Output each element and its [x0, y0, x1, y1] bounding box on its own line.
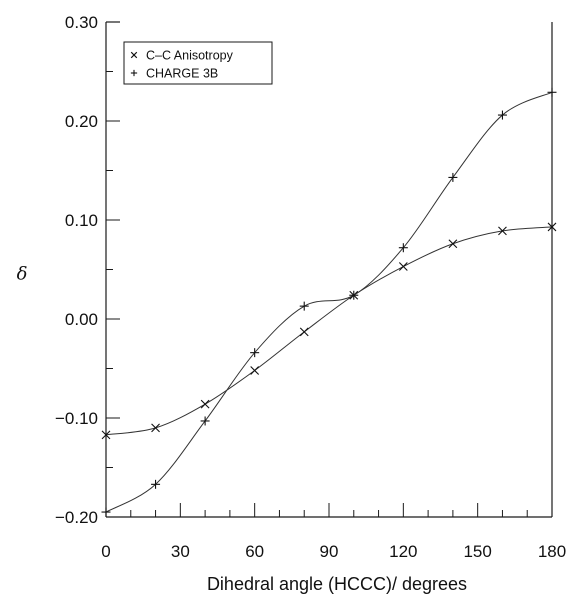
x-tick-label: 150 [463, 542, 491, 561]
legend-label: C–C Anisotropy [146, 49, 234, 63]
y-tick-label: −0.20 [55, 508, 98, 527]
data-point-series-2 [101, 507, 111, 517]
x-tick-label: 30 [171, 542, 190, 561]
y-tick-label: 0.30 [65, 13, 98, 32]
y-tick-label: 0.20 [65, 112, 98, 131]
data-point-series-1 [200, 399, 210, 409]
data-point-series-1 [498, 226, 507, 236]
legend-label: CHARGE 3B [146, 67, 218, 81]
legend-box [123, 41, 273, 85]
x-tick-label: 0 [101, 542, 110, 561]
data-point-series-2 [547, 87, 557, 97]
series-layer [101, 87, 557, 517]
x-tick-label: 90 [320, 542, 339, 561]
y-axis-title: δ [17, 264, 28, 285]
data-point-series-2 [200, 416, 210, 426]
axes: −0.20 −0.10 0.00 0.10 0.20 0.30 0 30 60 90 120 150 1… [55, 13, 566, 561]
data-point-series-1 [398, 262, 408, 271]
series-line-2 [105, 91, 553, 513]
data-point-series-1 [151, 423, 160, 433]
y-tick-label: 0.10 [65, 211, 98, 230]
data-point-series-1 [448, 239, 458, 249]
legend-marker [130, 51, 138, 59]
legend: C–C Anisotropy CHARGE 3B [123, 41, 273, 85]
data-point-series-2 [299, 301, 309, 311]
data-point-series-2 [448, 172, 458, 182]
legend-marker [130, 69, 138, 77]
data-point-series-2 [398, 243, 408, 253]
y-tick-label: −0.10 [55, 409, 98, 428]
data-point-series-2 [349, 290, 359, 300]
data-point-series-2 [250, 348, 260, 358]
data-point-series-1 [250, 366, 260, 375]
x-axis-title: Dihedral angle (HCCC)/ degrees [207, 574, 467, 594]
x-tick-label: 60 [245, 542, 264, 561]
y-tick-label: 0.00 [65, 310, 98, 329]
series-line-1 [105, 226, 553, 436]
data-point-series-1 [299, 327, 309, 337]
data-point-series-2 [151, 479, 161, 489]
data-point-series-2 [497, 110, 507, 120]
data-point-series-1 [101, 430, 111, 440]
data-point-series-1 [547, 222, 557, 232]
x-tick-label: 180 [538, 542, 566, 561]
x-tick-label: 120 [389, 542, 417, 561]
